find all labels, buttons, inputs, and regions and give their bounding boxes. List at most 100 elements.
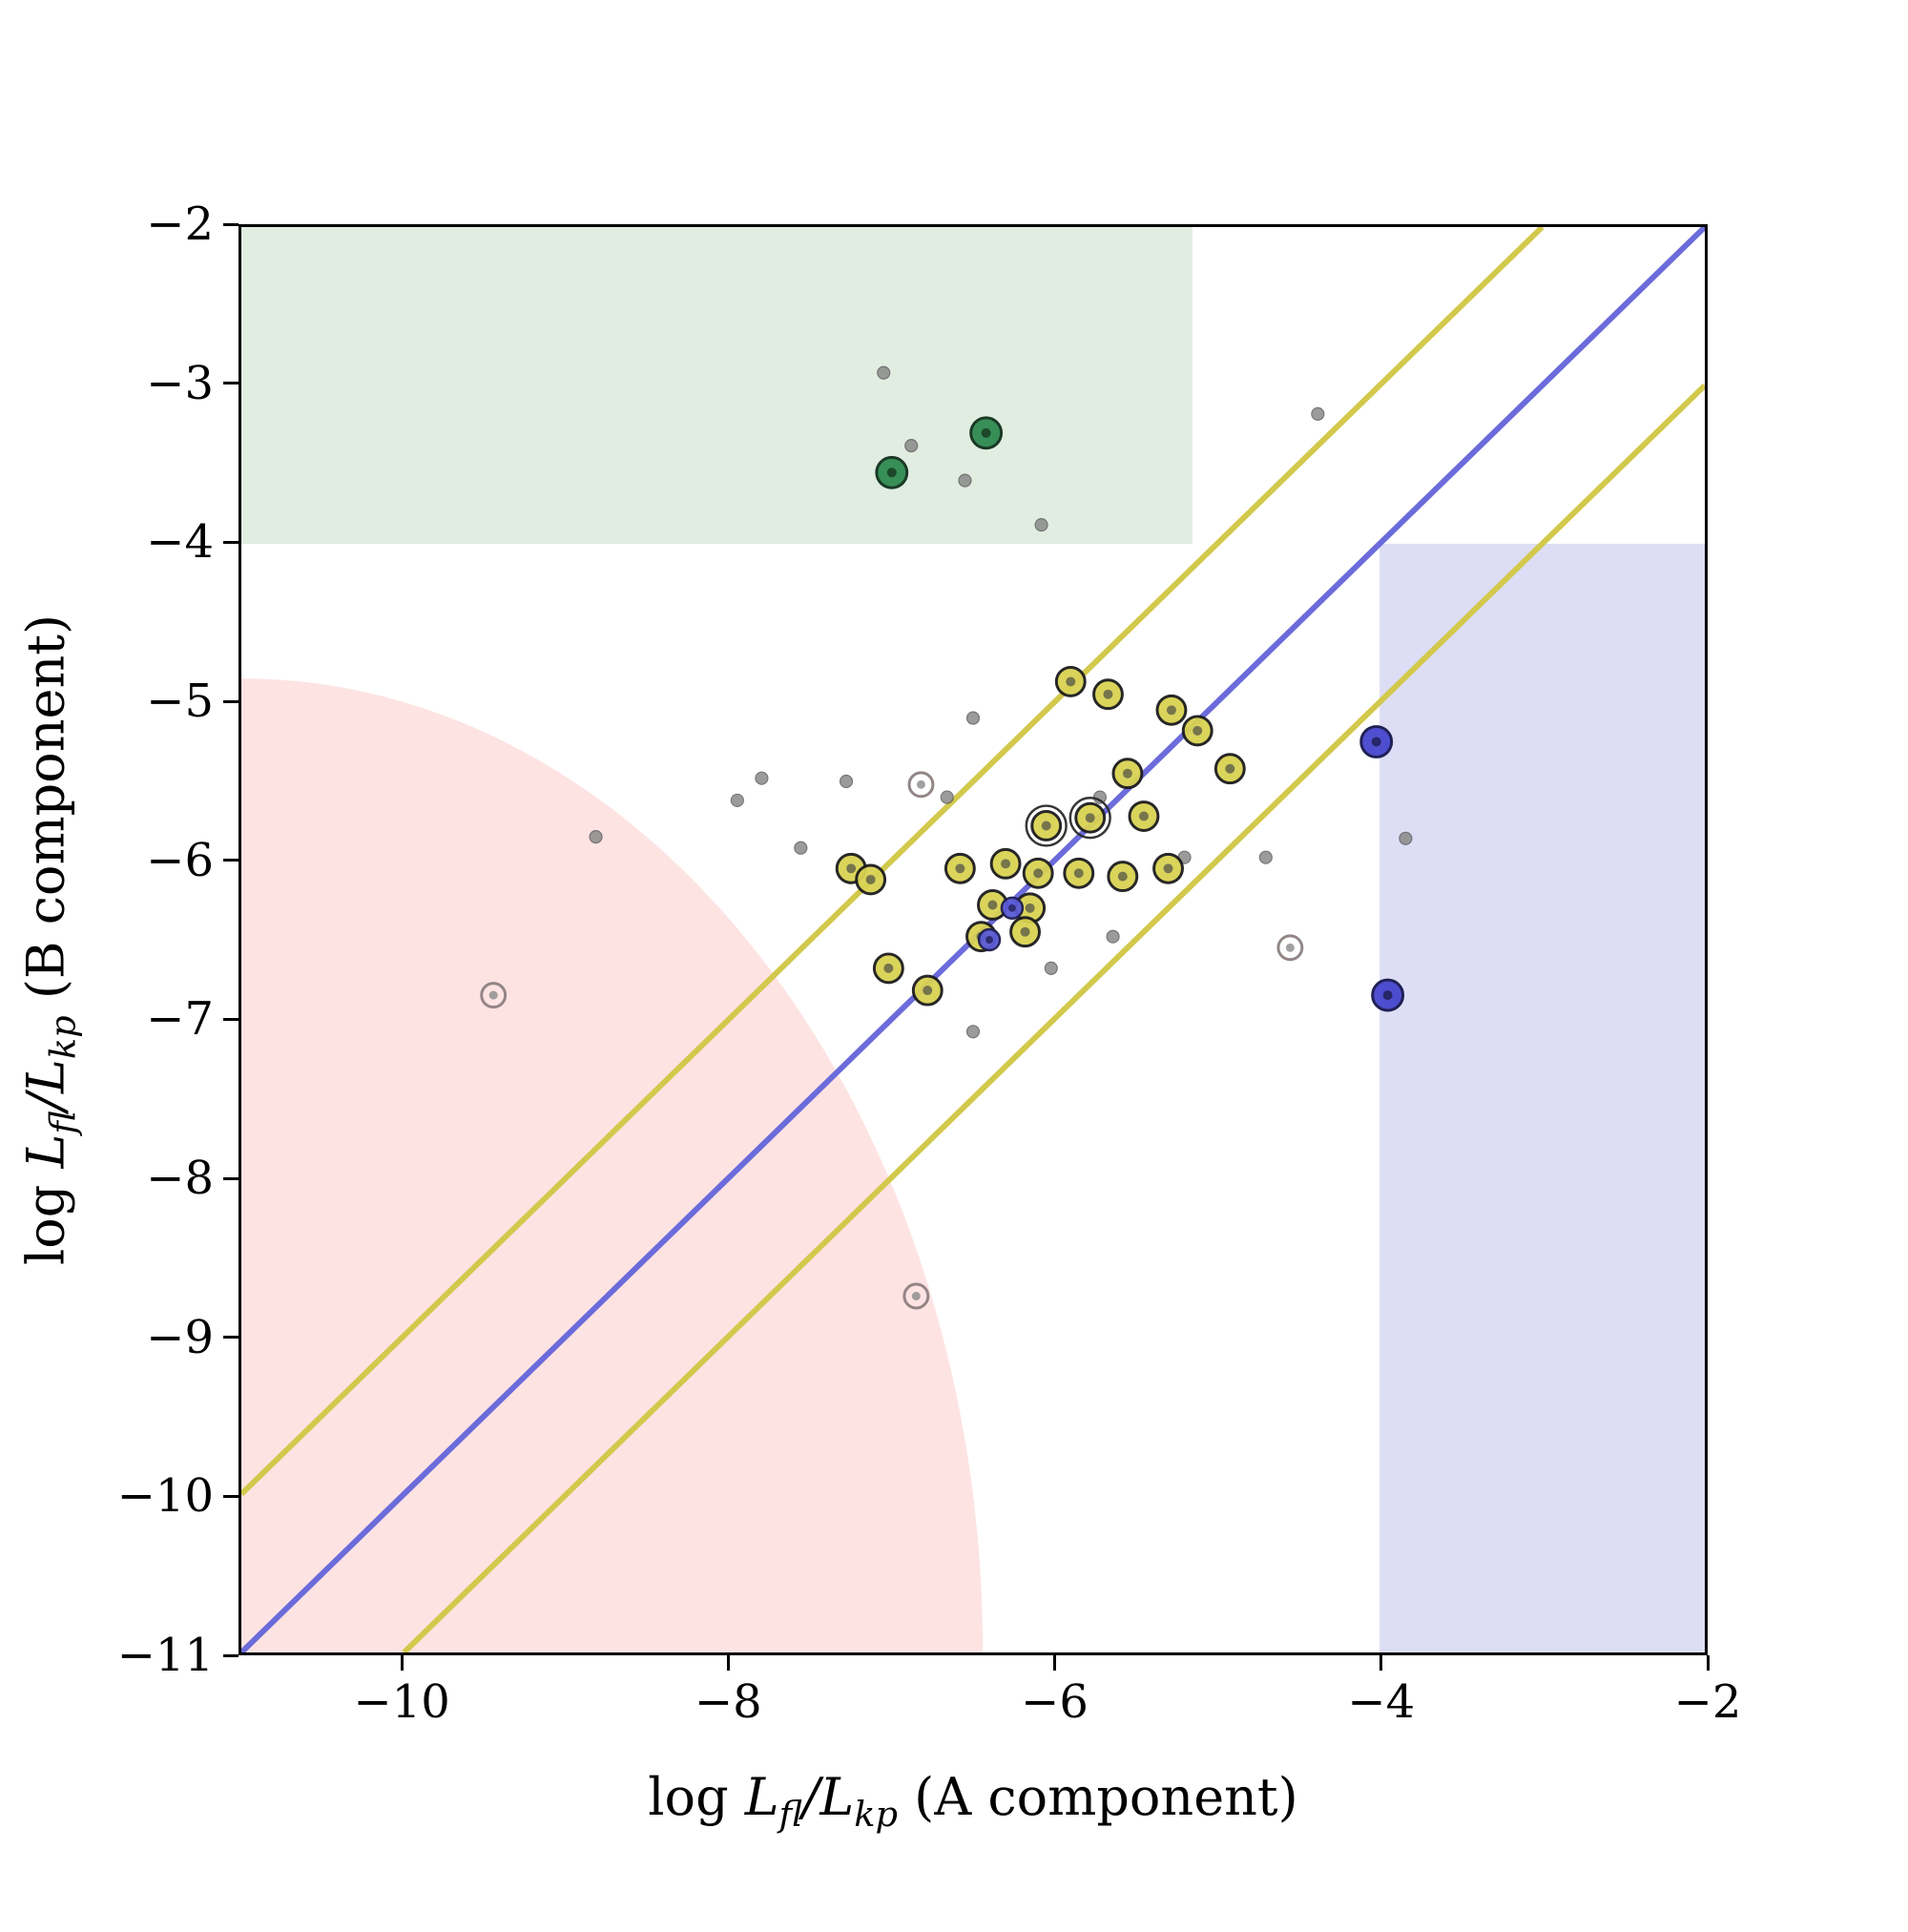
- y-tick-mark: [223, 222, 238, 226]
- y-tick-mark: [223, 1176, 238, 1180]
- scatter-plot: [241, 227, 1705, 1652]
- y-tick-label: −4: [146, 515, 214, 570]
- large-yellow-circle-center-dot: [1138, 811, 1149, 821]
- y-tick-label: −10: [116, 1469, 214, 1524]
- large-yellow-circle-center-dot: [1103, 689, 1113, 699]
- small-gray-dot: [904, 439, 919, 453]
- large-yellow-circle-center-dot: [1192, 725, 1203, 736]
- open-circle-center-dot: [911, 1292, 921, 1300]
- large-yellow-circle-center-dot: [1020, 926, 1030, 937]
- open-circle: [907, 771, 935, 799]
- open-circle: [1276, 934, 1304, 962]
- small-gray-dot: [1311, 406, 1325, 421]
- large-yellow-circle-center-dot: [1041, 821, 1051, 831]
- large-yellow-circle-center-dot: [1122, 768, 1132, 779]
- large-yellow-circle-center-dot: [1225, 763, 1235, 774]
- large-blue-circle-center-dot: [1371, 737, 1381, 747]
- x-tick-label: −4: [1347, 1675, 1416, 1729]
- open-circle: [902, 1282, 930, 1310]
- small-gray-dot: [1258, 850, 1273, 864]
- large-green-circle-center-dot: [981, 427, 991, 438]
- small-gray-dot: [1044, 961, 1058, 975]
- y-tick-mark: [223, 540, 238, 544]
- x-tick-mark: [400, 1655, 404, 1671]
- x-axis-label: log Lfl/Lkp (A component): [648, 1767, 1298, 1835]
- x-tick-label: −2: [1673, 1675, 1742, 1729]
- large-yellow-circle-center-dot: [1085, 813, 1095, 823]
- large-blue-circle-center-dot: [1382, 990, 1393, 1001]
- region-blue: [1379, 544, 1705, 1652]
- y-tick-mark: [223, 1017, 238, 1021]
- small-gray-dot: [589, 830, 603, 844]
- y-axis-label: log Lfl/Lkp (B component): [15, 613, 84, 1266]
- open-ring: [1025, 804, 1068, 847]
- large-yellow-circle-center-dot: [1033, 868, 1044, 879]
- blue-large-points: [1359, 725, 1405, 1012]
- large-yellow-circle-center-dot: [1073, 868, 1084, 879]
- small-gray-dot: [877, 365, 891, 380]
- small-gray-dot: [730, 793, 744, 807]
- large-yellow-circle-center-dot: [1163, 863, 1173, 874]
- region-green: [241, 227, 1193, 544]
- small-gray-dot: [1034, 518, 1048, 532]
- small-gray-dot: [965, 1025, 981, 1039]
- x-tick-mark: [1053, 1655, 1057, 1671]
- small-gray-dot: [958, 473, 972, 488]
- upper-offset-line: [241, 227, 1545, 1497]
- small-gray-dot: [965, 711, 981, 725]
- open-circle: [480, 982, 508, 1009]
- large-yellow-circle-center-dot: [1117, 871, 1128, 882]
- large-yellow-circle-center-dot: [955, 863, 965, 874]
- x-tick-mark: [1379, 1655, 1383, 1671]
- small-gray-dot: [755, 771, 769, 785]
- y-tick-mark: [223, 1336, 238, 1340]
- open-circle-center-dot: [1285, 943, 1295, 952]
- small-gray-dot: [1106, 929, 1120, 944]
- large-yellow-circle-center-dot: [1166, 705, 1176, 716]
- y-tick-mark: [223, 699, 238, 703]
- small-gray-dot: [940, 790, 954, 804]
- y-tick-label: −6: [146, 833, 214, 887]
- large-yellow-circle-center-dot: [923, 986, 933, 996]
- y-tick-label: −11: [116, 1629, 214, 1682]
- y-tick-label: −7: [146, 992, 214, 1047]
- y-tick-mark: [223, 382, 238, 385]
- x-tick-label: −8: [694, 1675, 762, 1729]
- region-pink: [241, 678, 983, 1652]
- large-yellow-circle-center-dot: [1066, 676, 1076, 687]
- gray-background-points: [589, 365, 1413, 1039]
- y-tick-mark: [223, 1653, 238, 1657]
- large-yellow-circle-center-dot: [1001, 859, 1011, 869]
- small-gray-dot: [839, 774, 854, 789]
- plot-frame: [238, 224, 1708, 1655]
- y-tick-label: −2: [146, 197, 214, 251]
- blue-medium-points: [977, 896, 1025, 952]
- y-tick-label: −5: [146, 675, 214, 728]
- green-points: [875, 416, 1004, 489]
- open-circle-points: [480, 771, 1304, 1310]
- y-tick-mark: [223, 1494, 238, 1498]
- x-tick-mark: [1706, 1655, 1710, 1671]
- x-tick-label: −10: [353, 1675, 450, 1729]
- small-gray-dot: [794, 841, 808, 855]
- small-gray-dot: [1399, 831, 1413, 845]
- medium-blue-circle-center-dot: [1007, 904, 1016, 912]
- open-ring: [1068, 797, 1111, 840]
- open-circle-center-dot: [488, 990, 498, 1000]
- ring-overlays: [1025, 797, 1111, 847]
- y-tick-label: −8: [146, 1152, 214, 1205]
- large-yellow-circle-center-dot: [1025, 903, 1035, 913]
- large-yellow-circle-center-dot: [987, 900, 998, 910]
- y-tick-mark: [223, 859, 238, 862]
- large-green-circle-center-dot: [886, 467, 897, 478]
- y-tick-label: −9: [146, 1310, 214, 1364]
- x-tick-label: −6: [1021, 1675, 1089, 1729]
- medium-blue-circle-center-dot: [985, 936, 994, 944]
- large-yellow-circle-center-dot: [846, 863, 857, 874]
- large-yellow-circle-center-dot: [883, 963, 894, 973]
- lower-offset-line: [402, 383, 1705, 1652]
- large-yellow-circle-center-dot: [865, 874, 876, 884]
- y-tick-label: −3: [146, 356, 214, 410]
- open-circle-center-dot: [916, 779, 925, 789]
